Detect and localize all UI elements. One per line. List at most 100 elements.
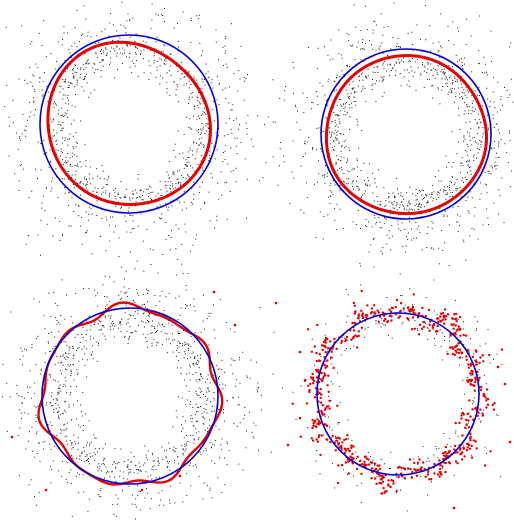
noise-point	[19, 139, 21, 141]
noise-point	[478, 418, 480, 420]
noise-point	[42, 81, 44, 83]
noise-point	[327, 104, 329, 106]
noise-point	[63, 81, 65, 83]
noise-point	[62, 234, 64, 236]
noise-point	[341, 169, 343, 171]
noise-point	[469, 191, 471, 193]
noise-point	[380, 76, 382, 78]
noise-point	[371, 226, 373, 228]
noise-point	[157, 192, 159, 194]
noise-point	[426, 202, 428, 203]
noise-point	[57, 381, 59, 383]
noise-point	[143, 270, 145, 272]
noise-point	[88, 96, 90, 98]
noise-point	[97, 175, 99, 177]
noise-point	[403, 198, 405, 200]
noise-point	[419, 232, 421, 234]
noise-point	[115, 187, 117, 189]
noise-point	[134, 311, 136, 313]
noise-point	[444, 340, 445, 342]
noise-point	[461, 62, 463, 63]
noise-point	[84, 78, 86, 80]
noise-point	[74, 165, 76, 166]
noise-point	[196, 96, 198, 98]
noise-point	[203, 450, 205, 452]
noise-point	[478, 149, 480, 151]
noise-point	[359, 75, 361, 77]
noise-point	[84, 365, 86, 366]
noise-point	[169, 249, 171, 251]
noise-point	[70, 369, 72, 371]
noise-point	[397, 188, 398, 190]
noise-point	[341, 336, 343, 338]
noise-point	[441, 332, 443, 334]
noise-point	[351, 439, 353, 441]
noise-point	[143, 49, 145, 51]
noise-point	[140, 491, 141, 492]
noise-point	[404, 228, 406, 230]
noise-point	[349, 84, 351, 86]
noise-point	[358, 76, 360, 78]
noise-point	[193, 438, 195, 440]
noise-point	[44, 361, 46, 363]
fitted-point	[463, 455, 466, 458]
noise-point	[202, 113, 204, 115]
noise-point	[129, 199, 131, 201]
noise-point	[98, 468, 100, 470]
noise-point	[202, 169, 204, 171]
noise-point	[55, 407, 57, 409]
noise-point	[171, 333, 173, 335]
noise-point	[72, 347, 74, 349]
noise-point	[314, 183, 316, 185]
noise-point	[444, 72, 446, 74]
noise-point	[385, 204, 387, 206]
noise-point	[423, 70, 425, 72]
noise-point	[441, 47, 443, 49]
fitted-point	[350, 338, 353, 341]
noise-point	[176, 258, 178, 260]
reference-circle	[39, 34, 219, 214]
noise-point	[384, 217, 386, 219]
noise-point	[104, 338, 106, 340]
noise-point	[54, 302, 56, 304]
noise-point	[327, 408, 329, 410]
noise-point	[364, 328, 366, 330]
noise-point	[424, 66, 426, 68]
fitted-point	[388, 314, 392, 318]
noise-point	[399, 61, 401, 63]
noise-point	[423, 86, 425, 88]
noise-point	[463, 136, 465, 138]
noise-point	[477, 122, 479, 124]
noise-point	[65, 380, 67, 382]
noise-point	[110, 216, 111, 218]
noise-point	[193, 363, 195, 364]
noise-point	[224, 182, 226, 184]
fitted-point	[321, 413, 324, 416]
noise-point	[74, 174, 76, 176]
noise-point	[431, 227, 433, 229]
noise-point	[362, 60, 364, 62]
noise-point	[245, 122, 247, 124]
noise-point	[344, 110, 346, 112]
fitted-point	[484, 396, 487, 399]
fitted-point	[500, 348, 504, 351]
noise-point	[49, 402, 51, 404]
noise-point	[407, 204, 409, 206]
noise-point	[190, 462, 192, 464]
noise-point	[417, 330, 419, 331]
noise-point	[403, 310, 405, 312]
noise-point	[374, 217, 376, 219]
noise-point	[398, 228, 400, 230]
noise-point	[383, 76, 385, 78]
noise-point	[329, 153, 330, 155]
noise-point	[364, 190, 366, 192]
noise-point	[246, 133, 248, 135]
noise-point	[493, 101, 495, 103]
noise-point	[295, 106, 297, 108]
noise-point	[371, 84, 373, 86]
noise-point	[397, 223, 399, 225]
noise-point	[72, 447, 74, 448]
noise-point	[223, 420, 225, 422]
fitted-point	[441, 318, 444, 322]
